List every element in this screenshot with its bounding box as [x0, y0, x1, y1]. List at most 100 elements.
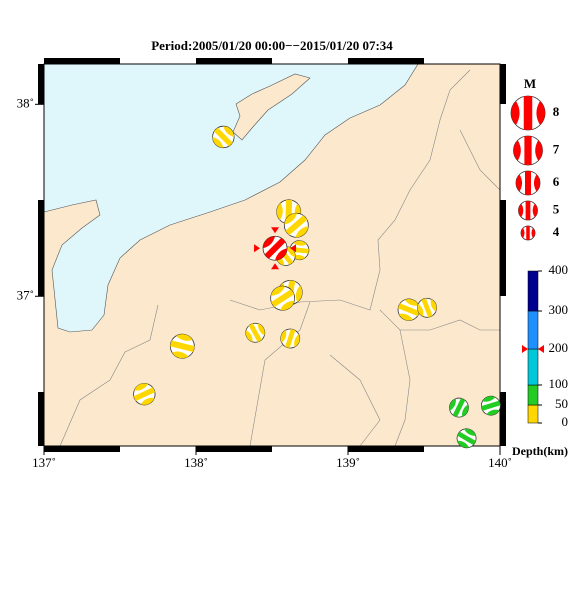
ball-lobe	[523, 96, 533, 130]
ball-lobe	[457, 431, 476, 446]
frame-segment	[348, 446, 424, 452]
depth-band	[527, 348, 539, 386]
ball-lobe	[482, 396, 500, 416]
event-mechanism	[283, 212, 309, 238]
frame-segment	[500, 392, 506, 446]
event-mechanism	[212, 125, 235, 149]
y-tick-label: 37˚	[17, 287, 34, 302]
legend-label: 6	[553, 174, 560, 189]
event-mechanism	[456, 428, 477, 449]
depth-tick-label: 0	[562, 414, 569, 429]
legend-label: 8	[553, 104, 560, 119]
ball-lobe	[285, 215, 308, 236]
x-tick-label: 140˚	[488, 455, 512, 470]
legend-mechanism	[518, 200, 538, 221]
depth-tick-label: 100	[549, 376, 569, 391]
frame-segment	[38, 64, 44, 104]
highlight-pointer	[271, 263, 280, 270]
depth-pointer	[522, 345, 544, 353]
ball-lobe	[212, 126, 235, 148]
ball-lobe	[133, 387, 156, 402]
legend-mechanism	[520, 225, 536, 241]
frame-segment	[500, 64, 506, 104]
ball-lobe	[264, 237, 286, 259]
prefecture-borders	[59, 69, 501, 447]
depth-label: Depth(km)	[512, 444, 568, 458]
frame-segment	[500, 200, 506, 296]
sea	[43, 63, 419, 333]
event-mechanism	[270, 285, 296, 311]
event-mechanism	[133, 383, 156, 406]
ball-lobe	[452, 398, 466, 418]
ball-lobe	[525, 201, 531, 220]
event-mechanism	[397, 298, 420, 321]
y-tick-label: 38˚	[17, 95, 34, 110]
map-title: Period:2005/01/20 00:00−−2015/01/20 07:3…	[151, 38, 393, 53]
x-tick-label: 137˚	[32, 455, 56, 470]
ball-lobe	[271, 289, 295, 308]
depth-tick-label: 50	[555, 396, 568, 411]
magnitude-legend: M 8 7 6 5 4	[510, 76, 560, 241]
legend-label: 7	[553, 141, 560, 156]
frame-segment	[44, 446, 120, 452]
ball-lobe	[291, 240, 307, 260]
ball-lobe	[270, 286, 295, 311]
event-mechanism	[449, 397, 469, 418]
depth-tick-label: 300	[549, 302, 569, 317]
ball-lobe	[524, 136, 532, 165]
depth-band	[527, 384, 539, 406]
legend-label: 4	[553, 224, 560, 239]
ball-lobe	[276, 246, 296, 266]
ball-lobe	[421, 298, 433, 318]
ball-lobe	[481, 400, 501, 411]
frame-segment	[196, 58, 272, 64]
ball-lobe	[263, 236, 288, 261]
depth-band	[527, 310, 539, 350]
depth-tick-label: 400	[549, 262, 569, 277]
legend-title: M	[524, 76, 536, 91]
event-mechanism	[280, 328, 301, 349]
ball-lobe	[172, 334, 193, 359]
ball-lobe	[449, 398, 469, 417]
ball-lobe	[285, 328, 296, 349]
ball-lobe	[170, 340, 195, 352]
map-frame: 137˚ 138˚ 139˚ 140˚ 37˚ 38˚	[17, 58, 512, 470]
legend-mechanism	[510, 95, 546, 131]
ball-lobe	[526, 226, 530, 240]
sado-island	[232, 73, 311, 141]
highlight-pointer	[290, 244, 297, 253]
ball-lobe	[248, 323, 262, 343]
highlight-pointer	[271, 227, 280, 234]
frame-segment	[38, 200, 44, 296]
depth-scale: Depth(km) 0 50 100 200 300 400	[512, 262, 568, 458]
legend-mechanism	[515, 170, 541, 196]
ball-lobe	[525, 171, 531, 195]
events	[133, 125, 501, 449]
event-mechanism	[245, 322, 266, 343]
event-mechanism	[480, 395, 501, 416]
legend-mechanism	[513, 135, 543, 166]
event-mechanism	[169, 333, 195, 359]
highlight-event	[262, 235, 288, 261]
highlight-pointer	[254, 244, 261, 253]
frame-segment	[348, 58, 424, 64]
legend-label: 5	[553, 201, 560, 216]
ball-lobe	[513, 140, 543, 161]
ball-lobe	[417, 299, 437, 317]
x-tick-label: 138˚	[184, 455, 208, 470]
event-mechanism	[417, 297, 437, 318]
ball-lobe	[284, 213, 309, 238]
map-background	[43, 63, 501, 447]
frame-segment	[44, 58, 120, 64]
depth-band	[527, 270, 539, 312]
ball-lobe	[134, 383, 155, 405]
frame-segment	[196, 446, 272, 452]
depth-band	[527, 404, 539, 424]
frame-segment	[38, 392, 44, 446]
ball-lobe	[457, 428, 476, 448]
ball-lobe	[398, 298, 419, 321]
x-tick-label: 139˚	[336, 455, 360, 470]
ball-lobe	[397, 303, 420, 317]
ball-lobe	[245, 323, 265, 342]
